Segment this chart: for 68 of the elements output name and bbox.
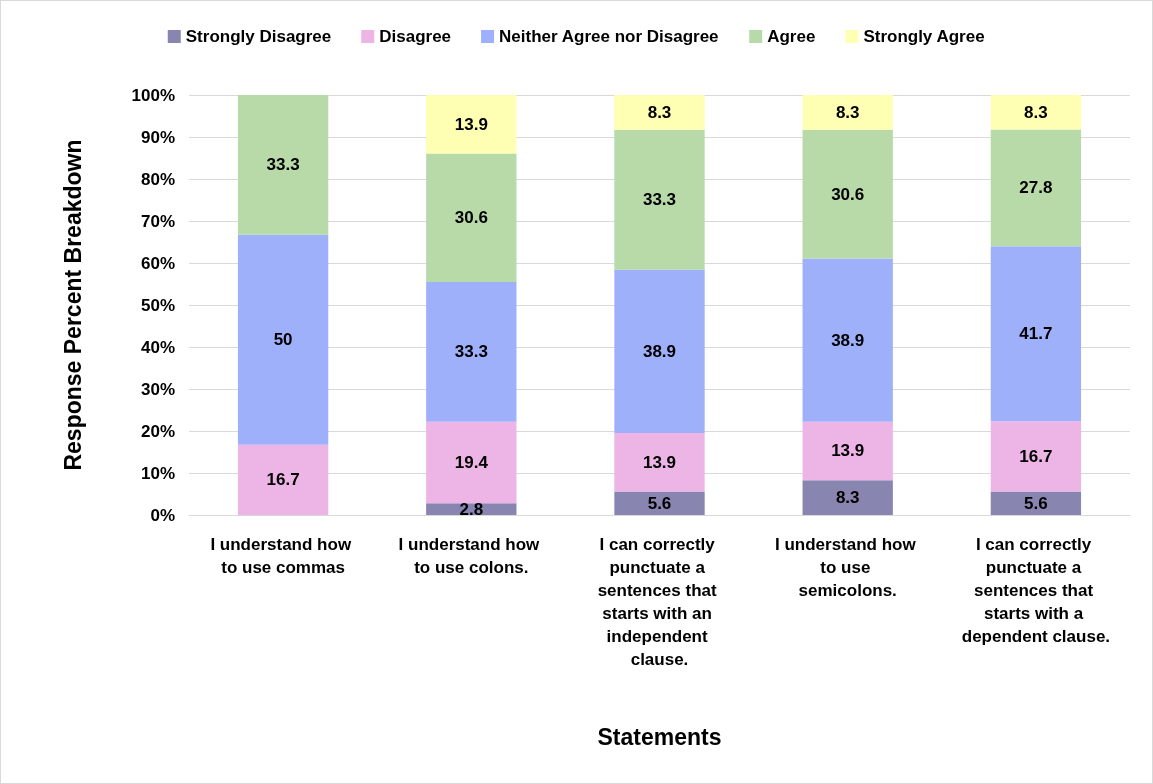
bar	[990, 95, 1082, 130]
bar	[802, 480, 893, 515]
data-label: 2.8	[459, 499, 484, 519]
legend-label: Strongly Disagree	[185, 27, 332, 46]
data-label: 13.9	[642, 452, 677, 472]
bar	[614, 269, 705, 434]
bar	[614, 95, 705, 130]
data-label: 5.6	[647, 493, 672, 513]
bar	[990, 421, 1082, 492]
data-label: 8.3	[835, 488, 860, 508]
bar	[426, 95, 517, 154]
x-tick-label: I understand how to use colons.	[398, 535, 545, 577]
y-axis-title: Response Percent Breakdown	[59, 139, 86, 471]
y-tick-label: 40%	[140, 337, 175, 357]
bar	[426, 281, 517, 422]
bar	[990, 246, 1082, 422]
data-label: 8.3	[1024, 102, 1048, 122]
x-tick-label: I understand how to use commas	[210, 535, 356, 577]
x-axis-title: Statements	[597, 723, 722, 750]
bar	[426, 153, 517, 282]
y-tick-label: 0%	[150, 505, 175, 525]
bar	[802, 95, 893, 130]
data-label: 30.6	[454, 208, 488, 228]
y-tick-label: 100%	[131, 85, 175, 105]
bar	[802, 258, 893, 422]
y-tick-label: 60%	[140, 253, 175, 273]
bar	[237, 95, 329, 235]
x-tick-label: I can correctly punctuate a sentences that starts with an independent clause.	[597, 535, 722, 669]
bar	[990, 129, 1082, 247]
x-tick-label: I understand how to use semicolons.	[774, 535, 921, 600]
data-label: 50	[273, 330, 293, 350]
data-label: 38.9	[831, 330, 865, 350]
data-label: 33.3	[642, 190, 677, 210]
bar	[802, 129, 893, 259]
data-label: 19.4	[454, 453, 489, 472]
y-tick-label: 10%	[140, 463, 175, 483]
legend-label: Neither Agree nor Disagree	[499, 27, 719, 46]
bar	[802, 421, 893, 481]
y-tick-label: 20%	[140, 421, 175, 441]
data-label: 8.3	[647, 102, 672, 122]
bar	[614, 433, 705, 492]
data-label: 41.7	[1019, 324, 1053, 344]
data-label: 30.6	[831, 184, 865, 204]
y-tick-label: 90%	[140, 127, 175, 147]
bar	[426, 421, 517, 504]
data-label: 27.8	[1019, 178, 1053, 198]
bar	[237, 444, 329, 515]
legend-label: Disagree	[379, 27, 452, 46]
bar	[237, 234, 329, 445]
data-label: 13.9	[454, 114, 488, 134]
y-tick-label: 80%	[140, 169, 175, 189]
y-tick-label: 70%	[140, 211, 175, 231]
legend-label: Agree	[767, 27, 816, 46]
data-label: 33.3	[454, 342, 488, 362]
data-label: 13.9	[831, 441, 865, 461]
data-label: 8.3	[835, 102, 860, 122]
data-label: 33.3	[266, 155, 300, 175]
y-tick-label: 50%	[140, 295, 175, 315]
bar	[990, 491, 1082, 515]
bar	[614, 491, 705, 515]
bar	[614, 129, 705, 270]
x-tick-label: I can correctly punctuate a sentences that starts with a dependent clause.	[961, 535, 1111, 646]
legend-label: Strongly Agree	[863, 27, 985, 46]
data-label: 16.7	[266, 470, 300, 490]
data-label: 16.7	[1019, 446, 1053, 466]
y-tick-label: 30%	[140, 379, 175, 399]
data-label: 5.6	[1024, 493, 1048, 513]
data-label: 38.9	[642, 341, 677, 361]
